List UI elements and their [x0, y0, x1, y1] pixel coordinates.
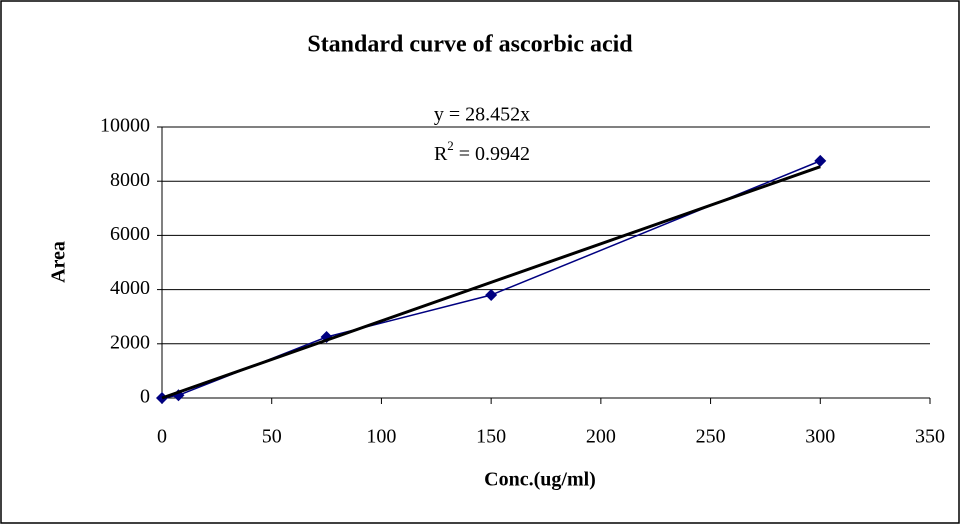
r-exponent: 2: [447, 138, 454, 153]
y-tick-label: 2000: [110, 331, 150, 353]
x-tick-label: 100: [366, 426, 396, 448]
r-symbol: R: [434, 143, 448, 165]
x-tick-label: 300: [805, 426, 835, 448]
y-tick-label: 6000: [110, 223, 150, 245]
r-text: = 0.9942: [454, 143, 530, 165]
x-tick-label: 200: [586, 426, 616, 448]
x-tick-label: 0: [157, 426, 167, 448]
data-point: [814, 154, 827, 167]
x-tick-label: 50: [262, 426, 282, 448]
y-tick-label: 0: [140, 386, 150, 408]
x-tick-label: 150: [476, 426, 506, 448]
y-tick-label: 4000: [110, 277, 150, 299]
x-tick-label: 350: [915, 426, 945, 448]
trendline: [161, 165, 821, 400]
chart-title: Standard curve of ascorbic acid: [307, 32, 633, 58]
y-tick-label: 8000: [110, 169, 150, 191]
r-squared: R2 = 0.9942: [434, 138, 530, 165]
trend-equation: y = 28.452x: [434, 104, 530, 126]
x-tick-label: 250: [696, 426, 726, 448]
x-axis-label: Conc.(ug/ml): [484, 469, 596, 491]
y-axis-label: Area: [48, 241, 70, 283]
y-tick-label: 10000: [100, 115, 150, 137]
data-point: [485, 289, 498, 302]
